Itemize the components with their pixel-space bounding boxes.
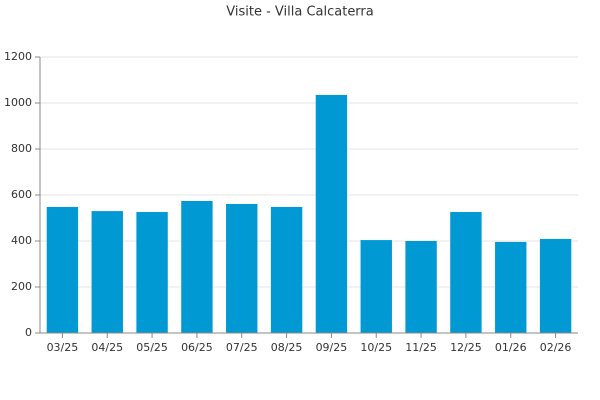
x-tick-label: 02/26 bbox=[540, 341, 572, 354]
chart-title: Visite - Villa Calcaterra bbox=[226, 5, 374, 20]
bar bbox=[539, 238, 572, 333]
bar bbox=[495, 241, 527, 333]
y-tick-label: 400 bbox=[11, 234, 32, 247]
x-tick-label: 01/26 bbox=[495, 341, 527, 354]
y-tick-label: 1200 bbox=[4, 50, 32, 63]
x-tick-label: 12/25 bbox=[450, 341, 482, 354]
y-tick-label: 200 bbox=[11, 280, 32, 293]
bar bbox=[136, 212, 168, 333]
y-tick-label: 0 bbox=[25, 326, 32, 339]
x-tick-label: 10/25 bbox=[360, 341, 392, 354]
bar bbox=[360, 240, 392, 333]
x-tick-label: 06/25 bbox=[181, 341, 213, 354]
bar bbox=[315, 94, 348, 333]
x-tick-label: 05/25 bbox=[136, 341, 168, 354]
x-tick-label: 11/25 bbox=[405, 341, 437, 354]
y-tick-label: 600 bbox=[11, 188, 32, 201]
bar bbox=[91, 211, 123, 333]
x-tick-label: 07/25 bbox=[226, 341, 258, 354]
x-tick-label: 04/25 bbox=[91, 341, 123, 354]
bar bbox=[450, 212, 482, 333]
bar bbox=[405, 241, 437, 333]
bar bbox=[270, 206, 303, 333]
bar bbox=[226, 203, 258, 333]
x-tick-label: 09/25 bbox=[316, 341, 348, 354]
bar bbox=[181, 200, 213, 333]
x-tick-label: 08/25 bbox=[271, 341, 303, 354]
x-tick-label: 03/25 bbox=[47, 341, 79, 354]
bar bbox=[46, 206, 79, 333]
y-tick-label: 1000 bbox=[4, 96, 32, 109]
y-tick-label: 800 bbox=[11, 142, 32, 155]
